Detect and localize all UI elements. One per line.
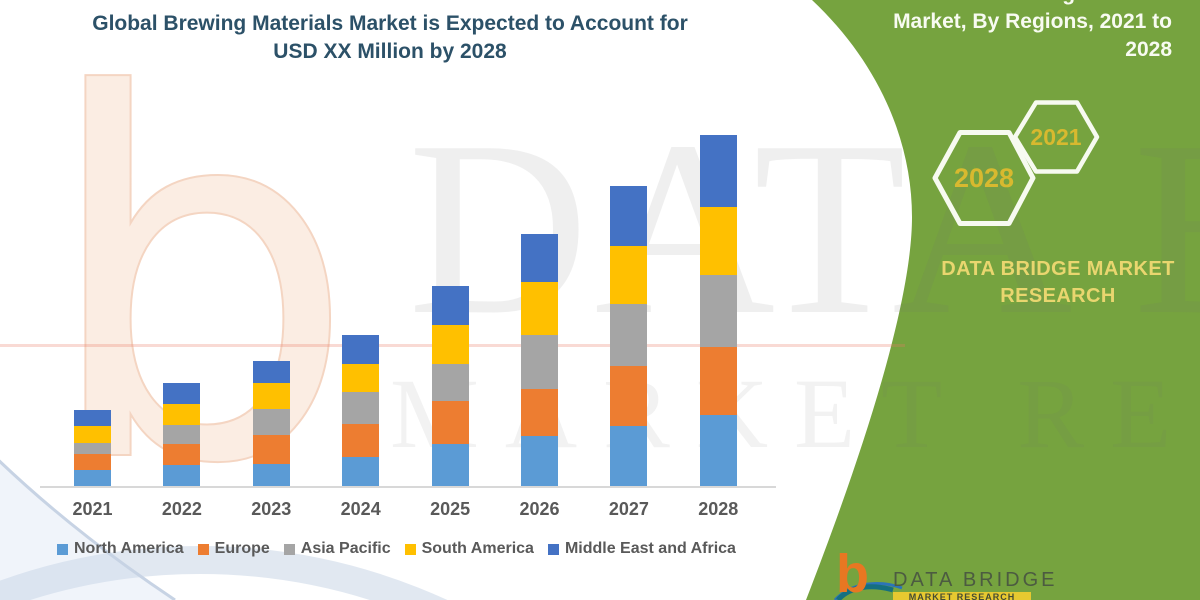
legend-swatch-europe [197, 543, 209, 555]
bar-segment-2027-north-america [610, 426, 648, 486]
legend-swatch-south-america [404, 543, 416, 555]
bar-segment-2021-south-america [74, 426, 111, 443]
bar-segment-2024-middle-east-and-africa [342, 335, 380, 364]
bar-segment-2023-north-america [252, 464, 290, 486]
bar-segment-2021-europe [74, 454, 111, 470]
legend-item-asia-pacific: Asia Pacific [283, 540, 391, 558]
x-axis-labels: 2021 2022 2023 2024 2025 2026 2027 2028 [40, 499, 780, 521]
bar-2024 [342, 335, 380, 486]
legend-label-north-america: North America [74, 540, 184, 557]
x-axis-label-2021: 2021 [72, 499, 113, 519]
x-axis-label-2022: 2022 [161, 499, 202, 519]
bar-segment-2021-middle-east-and-africa [74, 410, 111, 426]
legend-label-asia-pacific: Asia Pacific [300, 540, 391, 557]
legend-item-north-america: North America [57, 540, 184, 558]
bar-segment-2025-south-america [431, 325, 469, 364]
chart-title-line2: USD XX Million by 2028 [273, 40, 507, 63]
bar-segment-2022-europe [163, 444, 201, 465]
footer-logo-tagline: MARKET RESEARCH [893, 592, 1031, 600]
plot-area [40, 90, 780, 486]
bar-2025 [431, 286, 469, 486]
hexagon-2021 [1012, 100, 1100, 174]
legend-item-europe: Europe [197, 540, 270, 558]
panel-heading-line1: Market, By Regions, 2021 to [893, 10, 1172, 33]
bar-segment-2021-asia-pacific [74, 443, 111, 454]
bar-segment-2028-north-america [699, 415, 737, 486]
bar-segment-2027-europe [610, 366, 648, 426]
panel-heading: Global Brewing Materials Market, By Regi… [752, 0, 1172, 64]
panel-heading-clipped-line: Global Brewing Materials [752, 0, 1172, 8]
bar-segment-2028-south-america [699, 207, 737, 275]
bar-segment-2023-middle-east-and-africa [252, 361, 290, 383]
hexagon-2021-label: 2021 [1030, 124, 1081, 150]
chart-title-line1: Global Brewing Materials Market is Expec… [92, 12, 688, 35]
bar-segment-2025-asia-pacific [431, 364, 469, 401]
bar-segment-2023-south-america [252, 383, 290, 409]
x-axis-label-2027: 2027 [608, 499, 649, 519]
bar-segment-2022-asia-pacific [163, 425, 201, 444]
bar-segment-2027-asia-pacific [610, 304, 648, 366]
bar-segment-2024-north-america [342, 457, 380, 486]
x-axis-label-2023: 2023 [251, 499, 292, 519]
hexagon-2028-label: 2028 [954, 163, 1014, 193]
bar-segment-2028-europe [699, 347, 737, 415]
hexagon-2028 [932, 130, 1036, 226]
panel-caption: DATA BRIDGE MARKET RESEARCH [930, 256, 1186, 310]
bar-segment-2028-middle-east-and-africa [699, 135, 737, 207]
x-axis-label-2024: 2024 [340, 499, 381, 519]
bar-2028 [699, 135, 737, 486]
bar-segment-2024-europe [342, 424, 380, 457]
panel-heading-line2: 2028 [1125, 38, 1172, 61]
panel-caption-line1: DATA BRIDGE MARKET [941, 258, 1175, 280]
bar-segment-2024-asia-pacific [342, 392, 380, 424]
bar-segment-2027-south-america [610, 246, 648, 304]
bar-segment-2025-europe [431, 401, 469, 444]
bar-segment-2026-middle-east-and-africa [521, 234, 558, 282]
legend-item-south-america: South America [404, 540, 534, 558]
bar-segment-2022-middle-east-and-africa [163, 383, 201, 404]
bar-segment-2026-europe [521, 389, 558, 436]
legend-label-europe: Europe [214, 540, 270, 557]
bar-2026 [521, 234, 558, 486]
legend-swatch-middle-east-and-africa [547, 543, 559, 555]
chart-title: Global Brewing Materials Market is Expec… [40, 10, 740, 66]
legend-label-middle-east-and-africa: Middle East and Africa [564, 540, 736, 557]
bar-segment-2026-asia-pacific [521, 335, 558, 389]
legend-label-south-america: South America [421, 540, 534, 557]
bar-segment-2022-south-america [163, 404, 201, 425]
bar-segment-2024-south-america [342, 364, 380, 392]
footer-logo-b-icon: b [836, 544, 869, 600]
bar-2027 [610, 186, 648, 486]
bar-2021 [74, 410, 111, 486]
x-axis-label-2025: 2025 [430, 499, 471, 519]
bar-segment-2026-south-america [521, 282, 558, 335]
bar-segment-2023-europe [252, 435, 290, 464]
panel-caption-line2: RESEARCH [1000, 285, 1116, 307]
bar-segment-2022-north-america [163, 465, 201, 486]
x-axis-label-2026: 2026 [519, 499, 560, 519]
legend-swatch-asia-pacific [283, 543, 295, 555]
bar-segment-2023-asia-pacific [252, 409, 290, 435]
watermark-swoosh-band [0, 546, 448, 600]
x-axis-label-2028: 2028 [698, 499, 739, 519]
legend: North America Europe Asia Pacific South Ame… [57, 540, 736, 558]
legend-item-middle-east-and-africa: Middle East and Africa [547, 540, 736, 558]
bar-segment-2028-asia-pacific [699, 275, 737, 347]
footer-logo-name: DATA BRIDGE [893, 569, 1058, 591]
bar-2023 [252, 361, 290, 486]
bar-segment-2026-north-america [521, 436, 558, 486]
bar-segment-2027-middle-east-and-africa [610, 186, 648, 246]
bar-segment-2025-north-america [431, 444, 469, 486]
bar-segment-2021-north-america [74, 470, 111, 486]
bar-segment-2025-middle-east-and-africa [431, 286, 469, 325]
x-axis-line [40, 486, 776, 488]
bar-2022 [163, 383, 201, 486]
legend-swatch-north-america [57, 543, 68, 555]
